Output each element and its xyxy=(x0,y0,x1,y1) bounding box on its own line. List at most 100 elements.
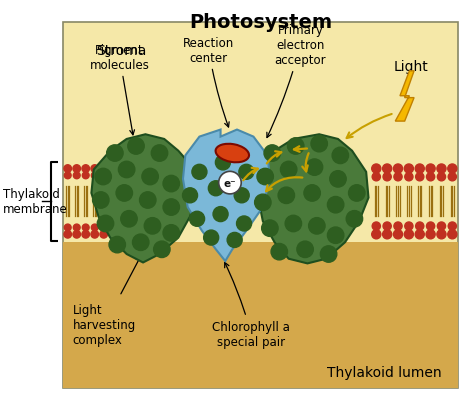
Circle shape xyxy=(262,221,278,237)
FancyBboxPatch shape xyxy=(63,22,458,388)
Circle shape xyxy=(95,169,111,185)
Circle shape xyxy=(73,165,81,173)
Circle shape xyxy=(437,164,446,174)
Circle shape xyxy=(448,223,456,231)
Circle shape xyxy=(330,171,346,188)
Circle shape xyxy=(404,230,413,239)
Circle shape xyxy=(264,146,281,162)
Circle shape xyxy=(163,176,180,192)
Circle shape xyxy=(393,230,402,239)
Circle shape xyxy=(320,246,337,263)
Text: e⁻: e⁻ xyxy=(224,178,236,188)
Circle shape xyxy=(372,223,381,231)
Circle shape xyxy=(82,172,89,179)
Circle shape xyxy=(383,230,392,239)
Circle shape xyxy=(383,164,392,174)
Circle shape xyxy=(82,225,89,231)
Text: Stroma: Stroma xyxy=(96,44,146,58)
FancyBboxPatch shape xyxy=(63,243,458,388)
Circle shape xyxy=(383,223,391,231)
Circle shape xyxy=(109,225,116,231)
Circle shape xyxy=(154,241,170,258)
Polygon shape xyxy=(183,130,270,261)
Circle shape xyxy=(332,148,348,164)
Circle shape xyxy=(64,165,72,173)
Circle shape xyxy=(255,194,271,211)
Circle shape xyxy=(107,146,123,162)
Circle shape xyxy=(91,231,99,239)
Circle shape xyxy=(416,173,424,181)
Circle shape xyxy=(64,225,71,231)
Polygon shape xyxy=(395,72,414,122)
Circle shape xyxy=(309,218,325,235)
Circle shape xyxy=(438,173,446,181)
Circle shape xyxy=(239,165,254,180)
Circle shape xyxy=(297,241,313,258)
Circle shape xyxy=(215,156,230,170)
Circle shape xyxy=(394,223,402,231)
Circle shape xyxy=(151,146,168,162)
Circle shape xyxy=(426,230,435,239)
Circle shape xyxy=(311,136,328,152)
Circle shape xyxy=(394,173,402,181)
Circle shape xyxy=(405,173,413,181)
Text: Thylakoid lumen: Thylakoid lumen xyxy=(327,365,441,379)
Circle shape xyxy=(91,225,98,231)
Circle shape xyxy=(372,164,381,174)
Circle shape xyxy=(116,185,133,202)
Circle shape xyxy=(306,160,323,176)
Ellipse shape xyxy=(216,144,249,163)
Circle shape xyxy=(92,192,109,209)
Circle shape xyxy=(437,230,446,239)
Text: Photosystem: Photosystem xyxy=(189,13,332,32)
Circle shape xyxy=(427,223,435,231)
Circle shape xyxy=(73,225,80,231)
Circle shape xyxy=(219,172,241,194)
Text: Light
harvesting
complex: Light harvesting complex xyxy=(73,303,136,346)
Circle shape xyxy=(144,218,161,235)
Circle shape xyxy=(142,169,158,185)
Circle shape xyxy=(416,223,424,231)
Circle shape xyxy=(100,165,108,173)
Circle shape xyxy=(109,165,117,173)
Circle shape xyxy=(346,211,363,227)
Text: Chlorophyll a
special pair: Chlorophyll a special pair xyxy=(212,263,290,348)
Circle shape xyxy=(73,231,81,239)
Text: Primary
electron
acceptor: Primary electron acceptor xyxy=(267,24,326,138)
Circle shape xyxy=(372,173,381,181)
Circle shape xyxy=(328,227,344,244)
Circle shape xyxy=(415,230,424,239)
Circle shape xyxy=(118,162,135,178)
Circle shape xyxy=(133,235,149,251)
Circle shape xyxy=(348,185,365,202)
Circle shape xyxy=(257,169,273,185)
Circle shape xyxy=(109,237,126,253)
Text: Reaction
center: Reaction center xyxy=(183,37,235,128)
Polygon shape xyxy=(91,135,197,263)
Circle shape xyxy=(426,164,435,174)
Circle shape xyxy=(281,162,297,178)
Circle shape xyxy=(128,138,144,155)
Circle shape xyxy=(405,223,413,231)
Circle shape xyxy=(100,231,108,239)
Circle shape xyxy=(121,211,137,227)
Circle shape xyxy=(97,216,114,232)
Circle shape xyxy=(227,233,242,248)
Text: Thylakoid
membrane: Thylakoid membrane xyxy=(3,188,68,216)
Circle shape xyxy=(64,231,72,239)
Circle shape xyxy=(192,165,207,180)
Circle shape xyxy=(415,164,424,174)
Circle shape xyxy=(328,197,344,213)
Circle shape xyxy=(404,164,413,174)
Circle shape xyxy=(234,188,249,203)
Text: Light: Light xyxy=(393,60,428,74)
Circle shape xyxy=(73,172,80,179)
Circle shape xyxy=(427,173,435,181)
Circle shape xyxy=(372,230,381,239)
Circle shape xyxy=(109,231,117,239)
Circle shape xyxy=(190,212,205,227)
Circle shape xyxy=(163,225,180,241)
Polygon shape xyxy=(258,135,368,264)
Circle shape xyxy=(109,172,116,179)
Circle shape xyxy=(91,172,98,179)
